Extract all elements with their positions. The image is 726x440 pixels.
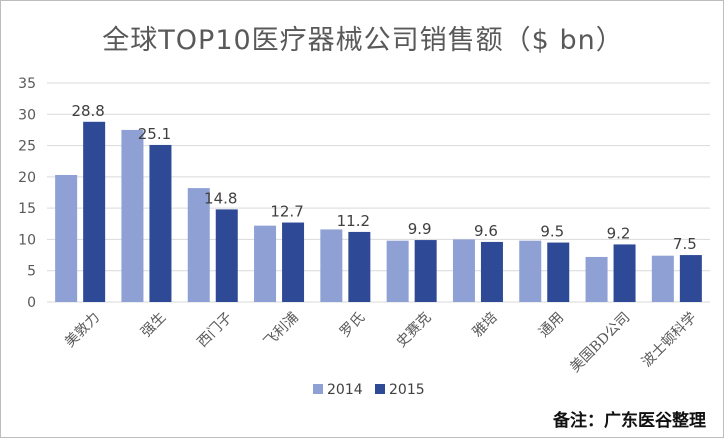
category-label: 史赛克 (393, 310, 434, 351)
data-label: 11.2 (337, 212, 370, 230)
bar-2015 (613, 244, 636, 302)
bar-2015 (547, 242, 570, 302)
bar-2014 (320, 229, 343, 302)
data-label: 9.2 (607, 224, 631, 242)
chart-title: 全球TOP10医疗器械公司销售额（$ bn） (102, 25, 624, 56)
data-label: 7.5 (673, 235, 697, 253)
bar-2015 (480, 241, 503, 302)
category-label: 美国BD公司 (567, 310, 633, 376)
bar-2014 (55, 174, 78, 302)
bar-2014 (121, 129, 144, 302)
category-label: 美敦力 (62, 310, 103, 351)
bar-2015 (414, 240, 437, 302)
legend-swatch-2015 (375, 384, 385, 394)
category-label: 西门子 (195, 310, 236, 351)
legend-label: 2015 (389, 382, 425, 398)
data-label: 9.9 (408, 220, 432, 238)
data-label: 28.8 (71, 102, 104, 120)
y-tick-label: 10 (18, 232, 36, 248)
y-tick-label: 0 (27, 295, 36, 311)
bar-2015 (83, 121, 106, 303)
bar-2015 (215, 209, 238, 302)
bar-2014 (452, 239, 475, 302)
bar-2015 (679, 255, 702, 302)
data-label: 12.7 (270, 203, 303, 221)
category-label: 通用 (536, 310, 567, 341)
bar-2014 (519, 240, 542, 302)
bar-2014 (585, 256, 608, 302)
bar-2015 (282, 222, 305, 302)
data-label: 9.6 (474, 222, 498, 240)
data-label: 25.1 (138, 125, 171, 143)
legend-label: 2014 (327, 382, 363, 398)
y-tick-label: 5 (27, 264, 36, 280)
data-label: 14.8 (204, 189, 237, 207)
bar-2014 (187, 188, 210, 302)
bar-2015 (348, 231, 371, 302)
y-tick-label: 30 (18, 107, 36, 123)
category-label: 强生 (138, 310, 169, 341)
legend-swatch-2014 (313, 384, 323, 394)
source-note: 备注：广东医谷整理 (553, 411, 706, 431)
y-tick-label: 25 (18, 139, 36, 155)
bar-2014 (386, 240, 409, 302)
bar-2014 (651, 255, 674, 302)
category-label: 波士顿科学 (639, 310, 700, 371)
y-tick-label: 35 (18, 76, 36, 92)
data-label: 9.5 (540, 223, 564, 241)
category-label: 罗氏 (337, 310, 368, 341)
bar-2014 (254, 225, 277, 302)
bar-2015 (149, 144, 172, 302)
y-tick-label: 15 (18, 201, 36, 217)
category-label: 雅培 (470, 310, 501, 341)
category-label: 飞利浦 (261, 310, 302, 351)
y-tick-label: 20 (18, 170, 36, 186)
